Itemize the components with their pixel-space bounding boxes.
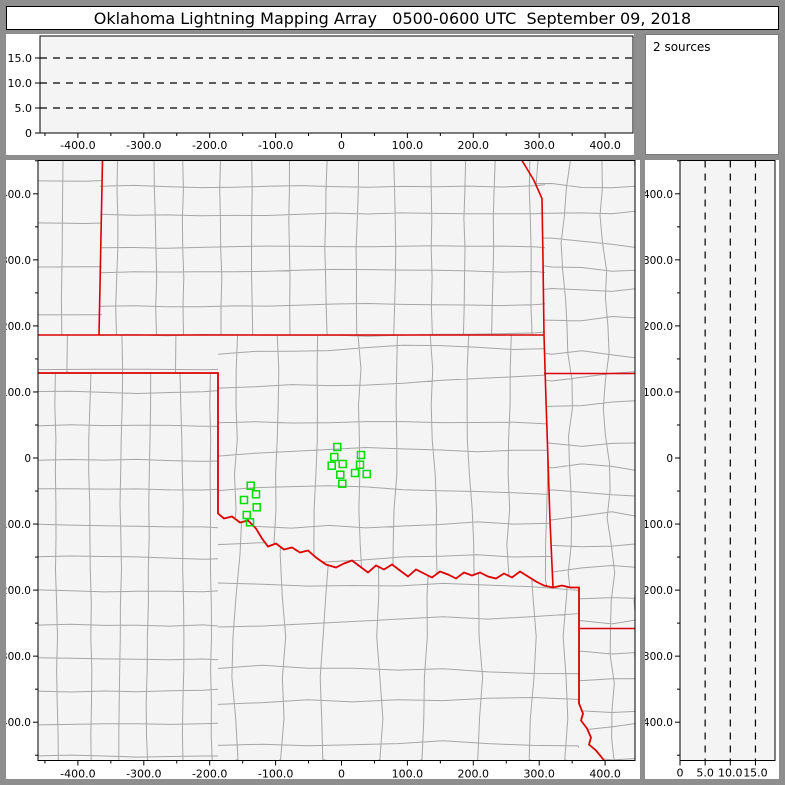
svg-text:10.0: 10.0 [718, 767, 743, 780]
page-title: Oklahoma Lightning Mapping Array 0500-06… [6, 6, 779, 30]
svg-text:0: 0 [677, 767, 684, 780]
svg-text:400.0: 400.0 [589, 139, 621, 152]
lightning-source-marker [336, 470, 345, 479]
svg-text:0: 0 [25, 127, 32, 140]
svg-text:-200.0: -200.0 [192, 139, 227, 152]
lightning-source-marker [251, 490, 261, 499]
svg-text:300.0: 300.0 [6, 255, 31, 267]
svg-text:200.0: 200.0 [458, 768, 490, 780]
svg-text:-400.0: -400.0 [6, 717, 31, 729]
svg-text:0: 0 [666, 453, 673, 465]
svg-text:0: 0 [24, 453, 31, 465]
svg-text:400.0: 400.0 [589, 768, 621, 780]
lightning-source-marker [350, 468, 360, 478]
lightning-source-marker [330, 452, 339, 462]
svg-text:300.0: 300.0 [523, 139, 555, 152]
svg-text:-400.0: -400.0 [645, 717, 673, 729]
svg-text:-200.0: -200.0 [645, 585, 673, 597]
svg-text:-400.0: -400.0 [60, 139, 95, 152]
svg-text:0: 0 [338, 768, 345, 780]
lightning-source-marker [338, 459, 347, 469]
svg-text:-200.0: -200.0 [192, 768, 227, 780]
altitude-ns-panel: 400.0 300.0 200.0 100.0 0 -100.0 -200.0 -300.0 -… [645, 160, 779, 779]
lightning-source-marker [245, 518, 255, 527]
lightning-source-marker [239, 495, 249, 505]
lightning-source-marker [327, 461, 336, 470]
svg-text:5.0: 5.0 [15, 102, 33, 115]
svg-text:10.0: 10.0 [8, 77, 33, 90]
svg-text:200.0: 200.0 [458, 139, 490, 152]
svg-text:100.0: 100.0 [392, 139, 424, 152]
svg-text:15.0: 15.0 [743, 767, 768, 780]
svg-text:200.0: 200.0 [6, 321, 31, 333]
map-plot[interactable]: 400.0 300.0 200.0 100.0 0 -100.0 -200.0 -300.0 -… [6, 160, 640, 779]
svg-text:-300.0: -300.0 [6, 651, 31, 663]
svg-text:-200.0: -200.0 [6, 585, 31, 597]
altitude-ew-panel: 0 5.0 10.0 15.0 -400.0 -300.0 -200.0 -100.0 0 100… [6, 34, 634, 155]
map-panel: 400.0 300.0 200.0 100.0 0 -100.0 -200.0 -300.0 -… [6, 160, 640, 779]
lightning-source-marker [333, 442, 342, 452]
svg-text:100.0: 100.0 [645, 387, 673, 399]
lightning-source-marker [252, 503, 261, 512]
sources-count-label: 2 sources [653, 40, 711, 54]
svg-text:200.0: 200.0 [645, 321, 673, 333]
svg-text:300.0: 300.0 [523, 768, 555, 780]
lightning-source-marker [355, 460, 365, 469]
altitude-ns-plot[interactable]: 400.0 300.0 200.0 100.0 0 -100.0 -200.0 -300.0 -… [645, 160, 779, 779]
lightning-source-marker [362, 469, 371, 479]
lightning-source-marker [356, 450, 366, 460]
svg-text:0: 0 [338, 139, 345, 152]
svg-text:100.0: 100.0 [6, 387, 31, 399]
svg-text:5.0: 5.0 [696, 767, 714, 780]
lightning-source-marker [246, 481, 255, 490]
svg-text:-300.0: -300.0 [645, 651, 673, 663]
lightning-source-marker [338, 479, 347, 488]
svg-text:400.0: 400.0 [6, 189, 31, 201]
svg-text:-100.0: -100.0 [258, 768, 293, 780]
svg-text:-100.0: -100.0 [6, 519, 31, 531]
svg-text:300.0: 300.0 [645, 255, 673, 267]
altitude-ew-plot[interactable]: 0 5.0 10.0 15.0 -400.0 -300.0 -200.0 -100.0 0 100… [6, 34, 634, 155]
svg-text:-300.0: -300.0 [126, 768, 161, 780]
svg-text:-100.0: -100.0 [258, 139, 293, 152]
svg-text:-100.0: -100.0 [645, 519, 673, 531]
sources-count-box: 2 sources [645, 34, 779, 155]
svg-text:400.0: 400.0 [645, 189, 673, 201]
svg-text:15.0: 15.0 [8, 52, 33, 65]
svg-text:100.0: 100.0 [392, 768, 424, 780]
svg-text:-300.0: -300.0 [126, 139, 161, 152]
svg-text:-400.0: -400.0 [60, 768, 95, 780]
